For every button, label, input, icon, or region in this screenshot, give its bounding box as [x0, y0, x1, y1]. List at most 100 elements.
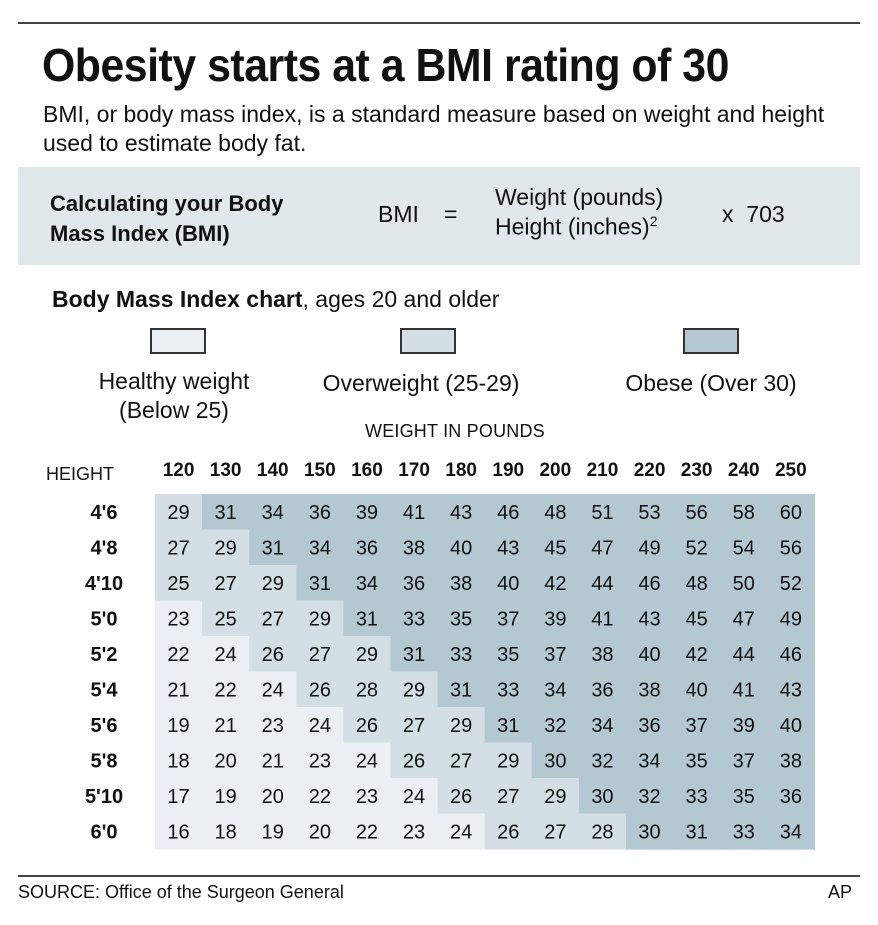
bmi-value: 27: [309, 644, 331, 666]
bmi-cell: [390, 529, 439, 566]
bmi-value: 31: [356, 608, 378, 630]
bmi-cell: [249, 742, 297, 779]
bmi-cell: [296, 707, 344, 744]
bmi-cell: [437, 742, 486, 779]
bmi-cell: [202, 600, 250, 637]
bmi-value: 20: [262, 786, 284, 808]
bmi-cell: [673, 707, 721, 744]
column-header: 250: [775, 460, 807, 481]
bmi-headers: 120 130 140 150 160 170 180 190 200 210 220 230 240 2…: [85, 460, 807, 843]
bmi-value: 43: [638, 608, 660, 630]
bmi-value: 29: [215, 537, 237, 559]
bmi-cell: [249, 707, 297, 744]
bmi-cell: [437, 813, 486, 850]
bmi-value: 22: [215, 679, 237, 701]
bmi-value: 52: [686, 537, 708, 559]
bmi-cell: [767, 671, 815, 708]
column-header: 200: [539, 460, 571, 481]
bmi-cell: [484, 529, 533, 566]
bmi-cell: [767, 778, 815, 815]
bmi-cell: [484, 636, 533, 673]
bmi-value: 23: [403, 821, 425, 843]
bmi-cell: [484, 813, 533, 850]
formula-label: Calculating your Body Mass Index (BMI): [50, 189, 283, 249]
bmi-value: 33: [497, 679, 519, 701]
bmi-value: 23: [356, 786, 378, 808]
bmi-cell: [155, 636, 203, 673]
bmi-cell: [720, 636, 768, 673]
bmi-cell: [767, 636, 815, 673]
bmi-value: 17: [167, 786, 189, 808]
formula-denominator-text: Height (inches): [495, 213, 650, 240]
bmi-value: 40: [450, 537, 472, 559]
bmi-value: 37: [733, 750, 755, 772]
credit: AP: [827, 882, 852, 902]
bmi-value: 23: [262, 715, 284, 737]
bmi-value: 30: [544, 750, 566, 772]
column-header: 180: [445, 460, 477, 481]
bmi-value: 31: [215, 502, 237, 524]
bmi-cell: [202, 529, 250, 566]
bmi-value: 26: [497, 821, 519, 843]
bmi-value: 29: [309, 608, 331, 630]
bmi-value: 38: [638, 679, 660, 701]
bmi-value: 40: [638, 644, 660, 666]
bmi-cell: [296, 742, 344, 779]
bmi-value: 31: [686, 821, 708, 843]
bmi-value: 18: [215, 821, 237, 843]
bmi-value: 46: [780, 644, 802, 666]
legend-swatch-overweight: [400, 328, 456, 354]
bmi-cell: [673, 778, 721, 815]
legend-label-healthy: Healthy weight (Below 25): [74, 367, 274, 425]
column-header: 140: [257, 460, 289, 481]
bmi-value: 36: [591, 679, 613, 701]
bmi-value: 24: [356, 750, 378, 772]
formula-exponent: 2: [649, 213, 658, 229]
bmi-cell: [155, 778, 203, 815]
bmi-cell: [155, 494, 203, 531]
bmi-value: 29: [544, 786, 566, 808]
bmi-value: 43: [497, 537, 519, 559]
bmi-value: 29: [450, 715, 472, 737]
bmi-cell: [578, 707, 627, 744]
bmi-value: 26: [356, 715, 378, 737]
bmi-cell: [249, 494, 297, 531]
bmi-cell: [202, 813, 250, 850]
bmi-cell: [531, 671, 580, 708]
bmi-value: 37: [497, 608, 519, 630]
bmi-cell: [626, 600, 674, 637]
bmi-cell: [249, 565, 297, 602]
bmi-cell: [249, 529, 297, 566]
bmi-cell: [484, 707, 533, 744]
bmi-cell: [673, 813, 721, 850]
bmi-cell: [626, 813, 674, 850]
column-header: 120: [163, 460, 195, 481]
bmi-cell: [626, 742, 674, 779]
bmi-cell: [767, 742, 815, 779]
bmi-value: 50: [733, 573, 755, 595]
bmi-cell: [390, 565, 439, 602]
bmi-value: 23: [167, 608, 189, 630]
bmi-cell: [626, 636, 674, 673]
bmi-cell: [531, 813, 580, 850]
bmi-cell: [155, 707, 203, 744]
bmi-cell: [155, 565, 203, 602]
bmi-cell: [578, 742, 627, 779]
bmi-value: 22: [356, 821, 378, 843]
row-header: 4'10: [85, 573, 123, 595]
bmi-cell: [343, 636, 392, 673]
bmi-value: 42: [686, 644, 708, 666]
legend-swatch-healthy: [150, 328, 206, 354]
bmi-cell: [673, 742, 721, 779]
bmi-cell: [484, 600, 533, 637]
bmi-value: 31: [403, 644, 425, 666]
bmi-cell: [626, 565, 674, 602]
bmi-value: 32: [638, 786, 660, 808]
chart-caption-bold: Body Mass Index chart: [52, 286, 303, 312]
bmi-cell: [343, 600, 392, 637]
bmi-cell: [437, 671, 486, 708]
bmi-value: 24: [450, 821, 472, 843]
bmi-value: 16: [167, 821, 189, 843]
bmi-value: 45: [686, 608, 708, 630]
column-header: 210: [587, 460, 619, 481]
